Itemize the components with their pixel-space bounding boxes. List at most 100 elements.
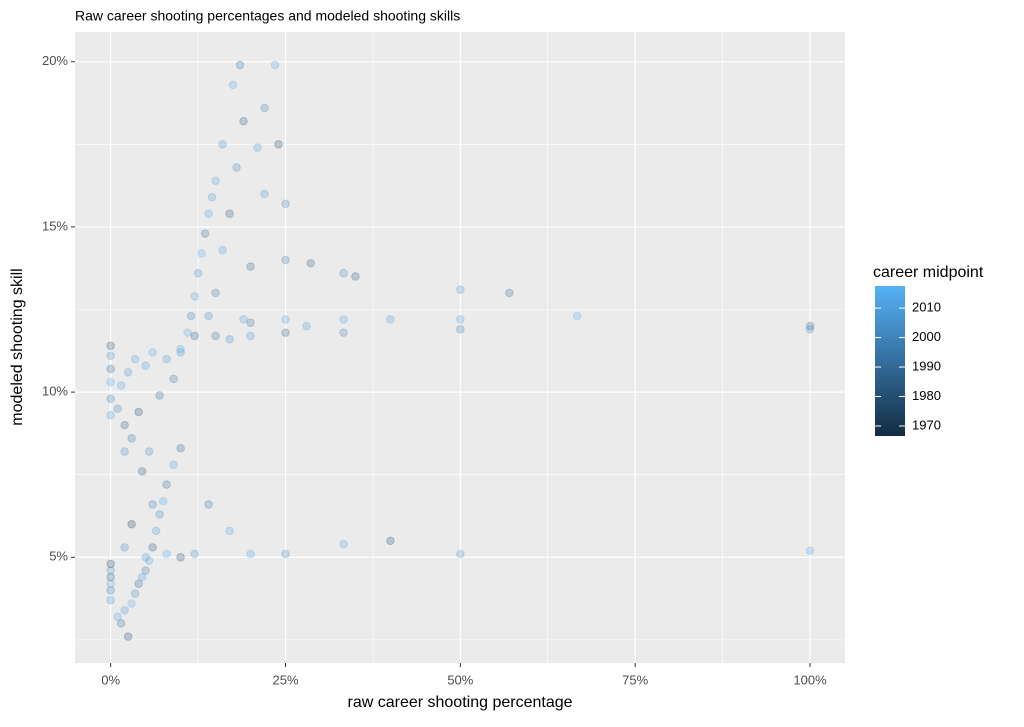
y-tick-label: 5% [49, 549, 68, 564]
point [260, 103, 269, 113]
point [260, 189, 269, 199]
point [339, 268, 348, 278]
colorbar [875, 286, 905, 436]
point [120, 605, 129, 615]
point [155, 510, 164, 519]
point [281, 315, 290, 324]
point [120, 447, 129, 456]
point [246, 549, 255, 559]
point [148, 348, 157, 357]
point [123, 367, 133, 377]
point [155, 391, 164, 400]
point [239, 116, 248, 126]
point [113, 404, 122, 413]
colorbar-label: 1990 [912, 358, 941, 373]
point [120, 420, 129, 430]
colorbar-label: 2010 [912, 300, 941, 315]
point [281, 328, 290, 337]
point [127, 599, 136, 608]
point [141, 361, 150, 370]
point [148, 500, 157, 509]
point [190, 549, 199, 559]
point [207, 192, 217, 202]
point [200, 229, 210, 238]
point [127, 434, 136, 443]
y-tick-label: 15% [42, 218, 68, 233]
point [176, 348, 185, 357]
point [270, 60, 280, 70]
point [805, 546, 815, 555]
point [162, 354, 171, 364]
point [176, 443, 185, 453]
point [456, 285, 465, 294]
point [204, 311, 213, 321]
point [246, 262, 255, 271]
point [106, 410, 115, 420]
point [456, 549, 465, 559]
point [127, 519, 136, 529]
point [235, 60, 245, 70]
point [339, 328, 348, 337]
x-tick-label: 50% [447, 672, 473, 687]
point [162, 549, 171, 559]
colorbar-label: 1980 [912, 388, 941, 403]
point [232, 163, 241, 172]
point [169, 374, 178, 384]
colorbar-label: 2000 [912, 329, 941, 344]
point [274, 140, 283, 149]
point [106, 579, 115, 589]
point [151, 526, 161, 536]
point [456, 325, 465, 334]
point [183, 328, 192, 337]
point [281, 549, 290, 559]
point [218, 245, 227, 255]
point [123, 632, 133, 641]
point [211, 288, 220, 298]
point [137, 572, 147, 582]
point [190, 291, 199, 301]
point [306, 258, 315, 268]
point [176, 552, 185, 562]
point [281, 199, 290, 209]
point [169, 460, 178, 470]
point [386, 536, 395, 546]
y-tick-label: 20% [42, 53, 68, 68]
point [141, 566, 150, 575]
point [246, 331, 255, 341]
point [239, 315, 248, 324]
point [197, 249, 206, 258]
legend-title: career midpoint [873, 264, 984, 281]
point [120, 543, 129, 552]
point [211, 331, 220, 341]
point [302, 321, 311, 331]
point [225, 526, 234, 536]
point [572, 311, 582, 321]
point [148, 543, 157, 552]
point [204, 500, 213, 509]
colorbar-label: 1970 [912, 417, 941, 432]
point [386, 315, 395, 324]
point [339, 539, 348, 549]
point [106, 595, 115, 605]
point [116, 381, 126, 390]
point [204, 209, 213, 219]
point [137, 467, 147, 476]
point [106, 559, 115, 569]
chart-title: Raw career shooting percentages and mode… [75, 8, 460, 24]
point [456, 315, 465, 324]
point [106, 351, 115, 361]
x-tick-label: 75% [622, 672, 648, 687]
point [805, 321, 815, 331]
point [190, 331, 199, 341]
point [106, 572, 115, 582]
x-tick-label: 100% [793, 672, 827, 687]
point [176, 344, 185, 354]
point [162, 480, 171, 489]
point [351, 272, 360, 281]
point [228, 80, 238, 90]
x-tick-label: 25% [272, 672, 298, 687]
point [218, 140, 227, 149]
point [106, 364, 115, 374]
